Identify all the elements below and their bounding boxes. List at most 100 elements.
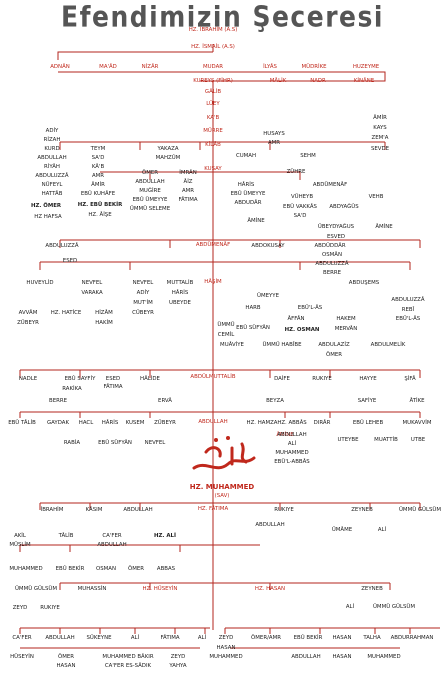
- name: BERRE: [48, 398, 68, 404]
- name: MAHZÛM: [155, 155, 181, 161]
- node-fatima: HZ. FÂTIMA: [197, 506, 229, 512]
- name: ÜMÂME: [331, 527, 353, 533]
- node-maad: MA'ÂD: [99, 64, 117, 70]
- name: ZEYD: [170, 654, 186, 660]
- name: CA'FER: [102, 533, 122, 539]
- name: ÂMİR: [91, 182, 105, 188]
- name: MUATTİB: [374, 437, 398, 443]
- node-abdulmuttalib: ABDÜLMUTTALİB: [190, 374, 236, 380]
- node-abbas: HZ. ABBÂS: [277, 420, 307, 426]
- node-aise: HZ. ÂİŞE: [88, 212, 112, 218]
- name: MUHAMMED: [367, 654, 401, 660]
- node-luey: LÜEY: [206, 101, 220, 107]
- name: RUKIYE: [312, 376, 332, 382]
- node-abdumenaf: ABDÜMENÂF: [195, 242, 231, 248]
- name: ABDYAĞÛS: [329, 204, 359, 210]
- name: MUĞİRE: [139, 188, 161, 194]
- name: HASAN: [216, 645, 236, 651]
- name: AVVÂM: [18, 310, 38, 316]
- name: NÜFEYL: [41, 182, 63, 188]
- name: ABDULMELİK: [370, 342, 406, 348]
- name: TEYM: [90, 146, 106, 152]
- name: ÂMİNE: [247, 218, 265, 224]
- node-galib: GÂLİB: [204, 89, 222, 95]
- name: ALİ: [130, 635, 140, 641]
- name: MUT'İM: [133, 300, 153, 306]
- name: ÜMMÜ GÜLSÜM: [398, 507, 442, 513]
- name: ÜMMÜ: [217, 322, 235, 328]
- name: HİZÂM: [95, 310, 113, 316]
- name: CÜBEYR: [132, 310, 154, 316]
- muhammed-calligraphy-icon: [192, 436, 256, 470]
- name: HAKİM: [95, 320, 113, 326]
- name: MUHASSİN: [77, 586, 107, 592]
- name: ALİ: [197, 635, 207, 641]
- name: ABDULLAH: [45, 635, 75, 641]
- node-hamza: HZ. HAMZA: [246, 420, 278, 426]
- name: ÂMİR: [373, 115, 387, 121]
- name: UTEYBE: [337, 437, 359, 443]
- name: ÖMER: [57, 654, 75, 660]
- name: RUKIYE: [40, 605, 60, 611]
- name: SÜKEYNE: [86, 635, 112, 641]
- name: NEVFEL: [132, 280, 154, 286]
- name: ZEM'A: [371, 135, 389, 141]
- name: EBÛ KUHÂFE: [80, 191, 116, 197]
- name: ÜMMÜ HABÎBE: [262, 342, 302, 348]
- node-ibrahim: HZ. İBRAHİM (A.S): [188, 27, 238, 33]
- node-ali: HZ. ALİ: [154, 533, 176, 539]
- name: ÜMMÜ SELEME: [129, 206, 171, 212]
- name: MUKAVVİM: [402, 420, 432, 426]
- name: ÂİZ: [183, 179, 193, 185]
- name: OSMAN: [95, 566, 117, 572]
- name: ALİ: [287, 441, 297, 447]
- name: ZEYNEB: [351, 507, 373, 513]
- name: HÂRİS: [237, 182, 255, 188]
- name: MUTTALİB: [166, 280, 194, 286]
- node-hatice: HZ. HATİCE: [50, 310, 82, 316]
- name: ALİ: [345, 604, 355, 610]
- name: ABBAS: [156, 566, 176, 572]
- node-malik: MÂLİK: [269, 78, 287, 84]
- name: BERRE: [322, 270, 342, 276]
- name: REBÎ: [401, 307, 415, 313]
- node-adnan: ADNÂN: [50, 64, 70, 70]
- name: UBEYDE: [169, 300, 191, 306]
- name: RİYÂH: [44, 164, 60, 170]
- name: SEVDE: [370, 146, 390, 152]
- name: FÂTIMA: [160, 635, 180, 641]
- name: MERVÂN: [334, 326, 358, 332]
- name: KUSEM: [125, 420, 145, 426]
- name: ABDULUZZÂ: [391, 297, 425, 303]
- name: İMRÂN: [179, 170, 197, 176]
- name: ABDÜDDÂR: [314, 243, 346, 249]
- name: HASAN: [332, 654, 352, 660]
- name: MUHAMMED: [9, 566, 43, 572]
- name: UTBE: [410, 437, 426, 443]
- name: ÂTİKE: [409, 398, 425, 404]
- name: CA'FER: [12, 635, 32, 641]
- name: KÂSIM: [85, 507, 103, 513]
- name: EBÛ BEKİR: [55, 566, 85, 572]
- name: ZEYD: [218, 635, 234, 641]
- node-huzeyme: HUZEYME: [352, 64, 380, 70]
- name: CEMİL: [217, 332, 235, 338]
- node-kilab: KİLÂB: [205, 142, 221, 148]
- name: ÜMMÜ GÜLSÜM: [372, 604, 416, 610]
- name: MUHAMMED: [209, 654, 243, 660]
- node-nadr: NADR: [310, 78, 326, 84]
- name: EBÛ SÜFYÂN: [236, 325, 270, 331]
- name: ABDÜMENÂF: [312, 182, 348, 188]
- node-hasim: HÂŞİM: [204, 279, 222, 285]
- name: HÜSEYİN: [10, 654, 34, 660]
- node-omer: HZ. ÖMER: [30, 203, 62, 209]
- node-kusay: KUSAY: [204, 166, 222, 172]
- node-ebutalib: EBÛ TÂLİB: [8, 420, 36, 426]
- name: RİZAH: [43, 137, 61, 143]
- name: YAHYA: [169, 663, 187, 669]
- name: ABDULUZZÂ: [45, 243, 79, 249]
- name: AMR: [267, 140, 281, 146]
- name: EBÜ'L-ÂS: [395, 316, 421, 322]
- name: ÜBEYDYAĞUS: [317, 224, 355, 230]
- name: KAYS: [373, 125, 387, 131]
